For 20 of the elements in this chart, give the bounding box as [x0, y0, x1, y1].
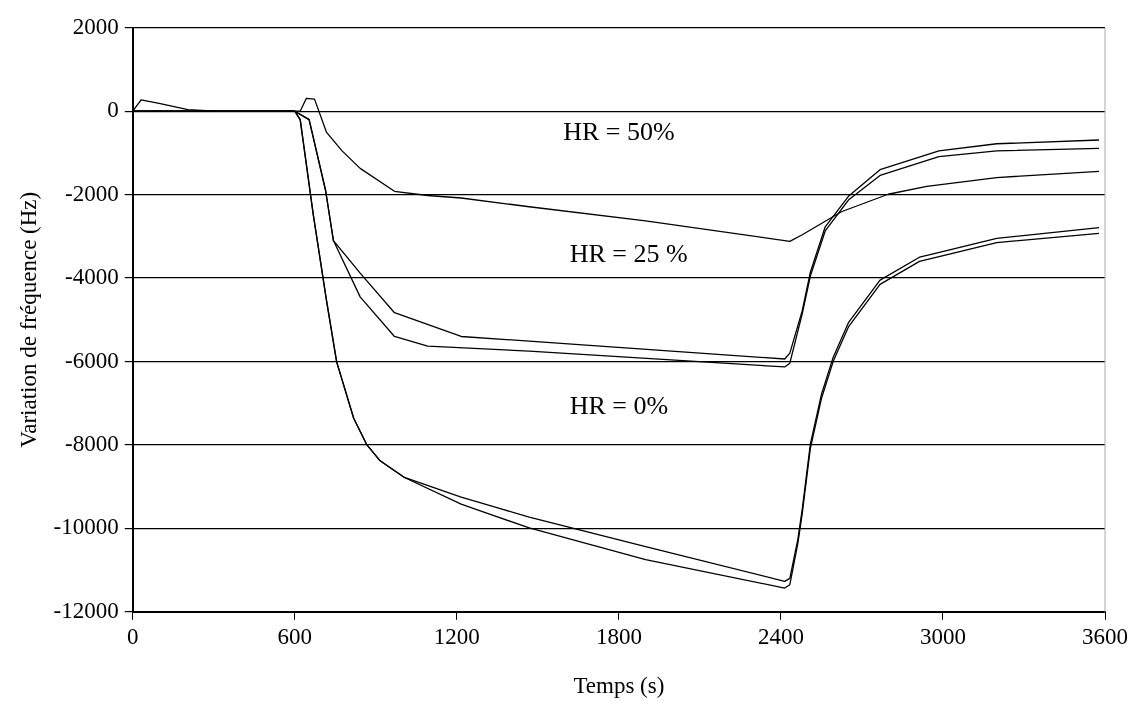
- annotation: HR = 0%: [569, 391, 669, 421]
- x-tick-label: 0: [127, 623, 139, 649]
- annotation: HR = 25 %: [569, 239, 688, 269]
- y-tick-label: -2000: [65, 180, 119, 206]
- x-tick-label: 2400: [757, 623, 804, 649]
- x-axis-title: Temps (s): [573, 673, 665, 699]
- y-tick-label: 0: [107, 97, 119, 123]
- y-tick-label: -4000: [65, 264, 119, 290]
- y-tick-label: -12000: [53, 597, 119, 623]
- y-tick-label: 2000: [72, 13, 119, 39]
- x-tick-label: 3000: [919, 623, 966, 649]
- y-tick-label: -10000: [53, 514, 119, 540]
- y-tick-label: -8000: [65, 430, 119, 456]
- x-tick-label: 600: [277, 623, 313, 649]
- x-tick-label: 1200: [433, 623, 480, 649]
- y-tick-label: -6000: [65, 347, 119, 373]
- y-axis-title: Variation de fréquence (Hz): [15, 191, 41, 448]
- x-tick-label: 1800: [595, 623, 642, 649]
- annotation: HR = 50%: [563, 116, 675, 146]
- x-tick-label: 3600: [1082, 623, 1128, 649]
